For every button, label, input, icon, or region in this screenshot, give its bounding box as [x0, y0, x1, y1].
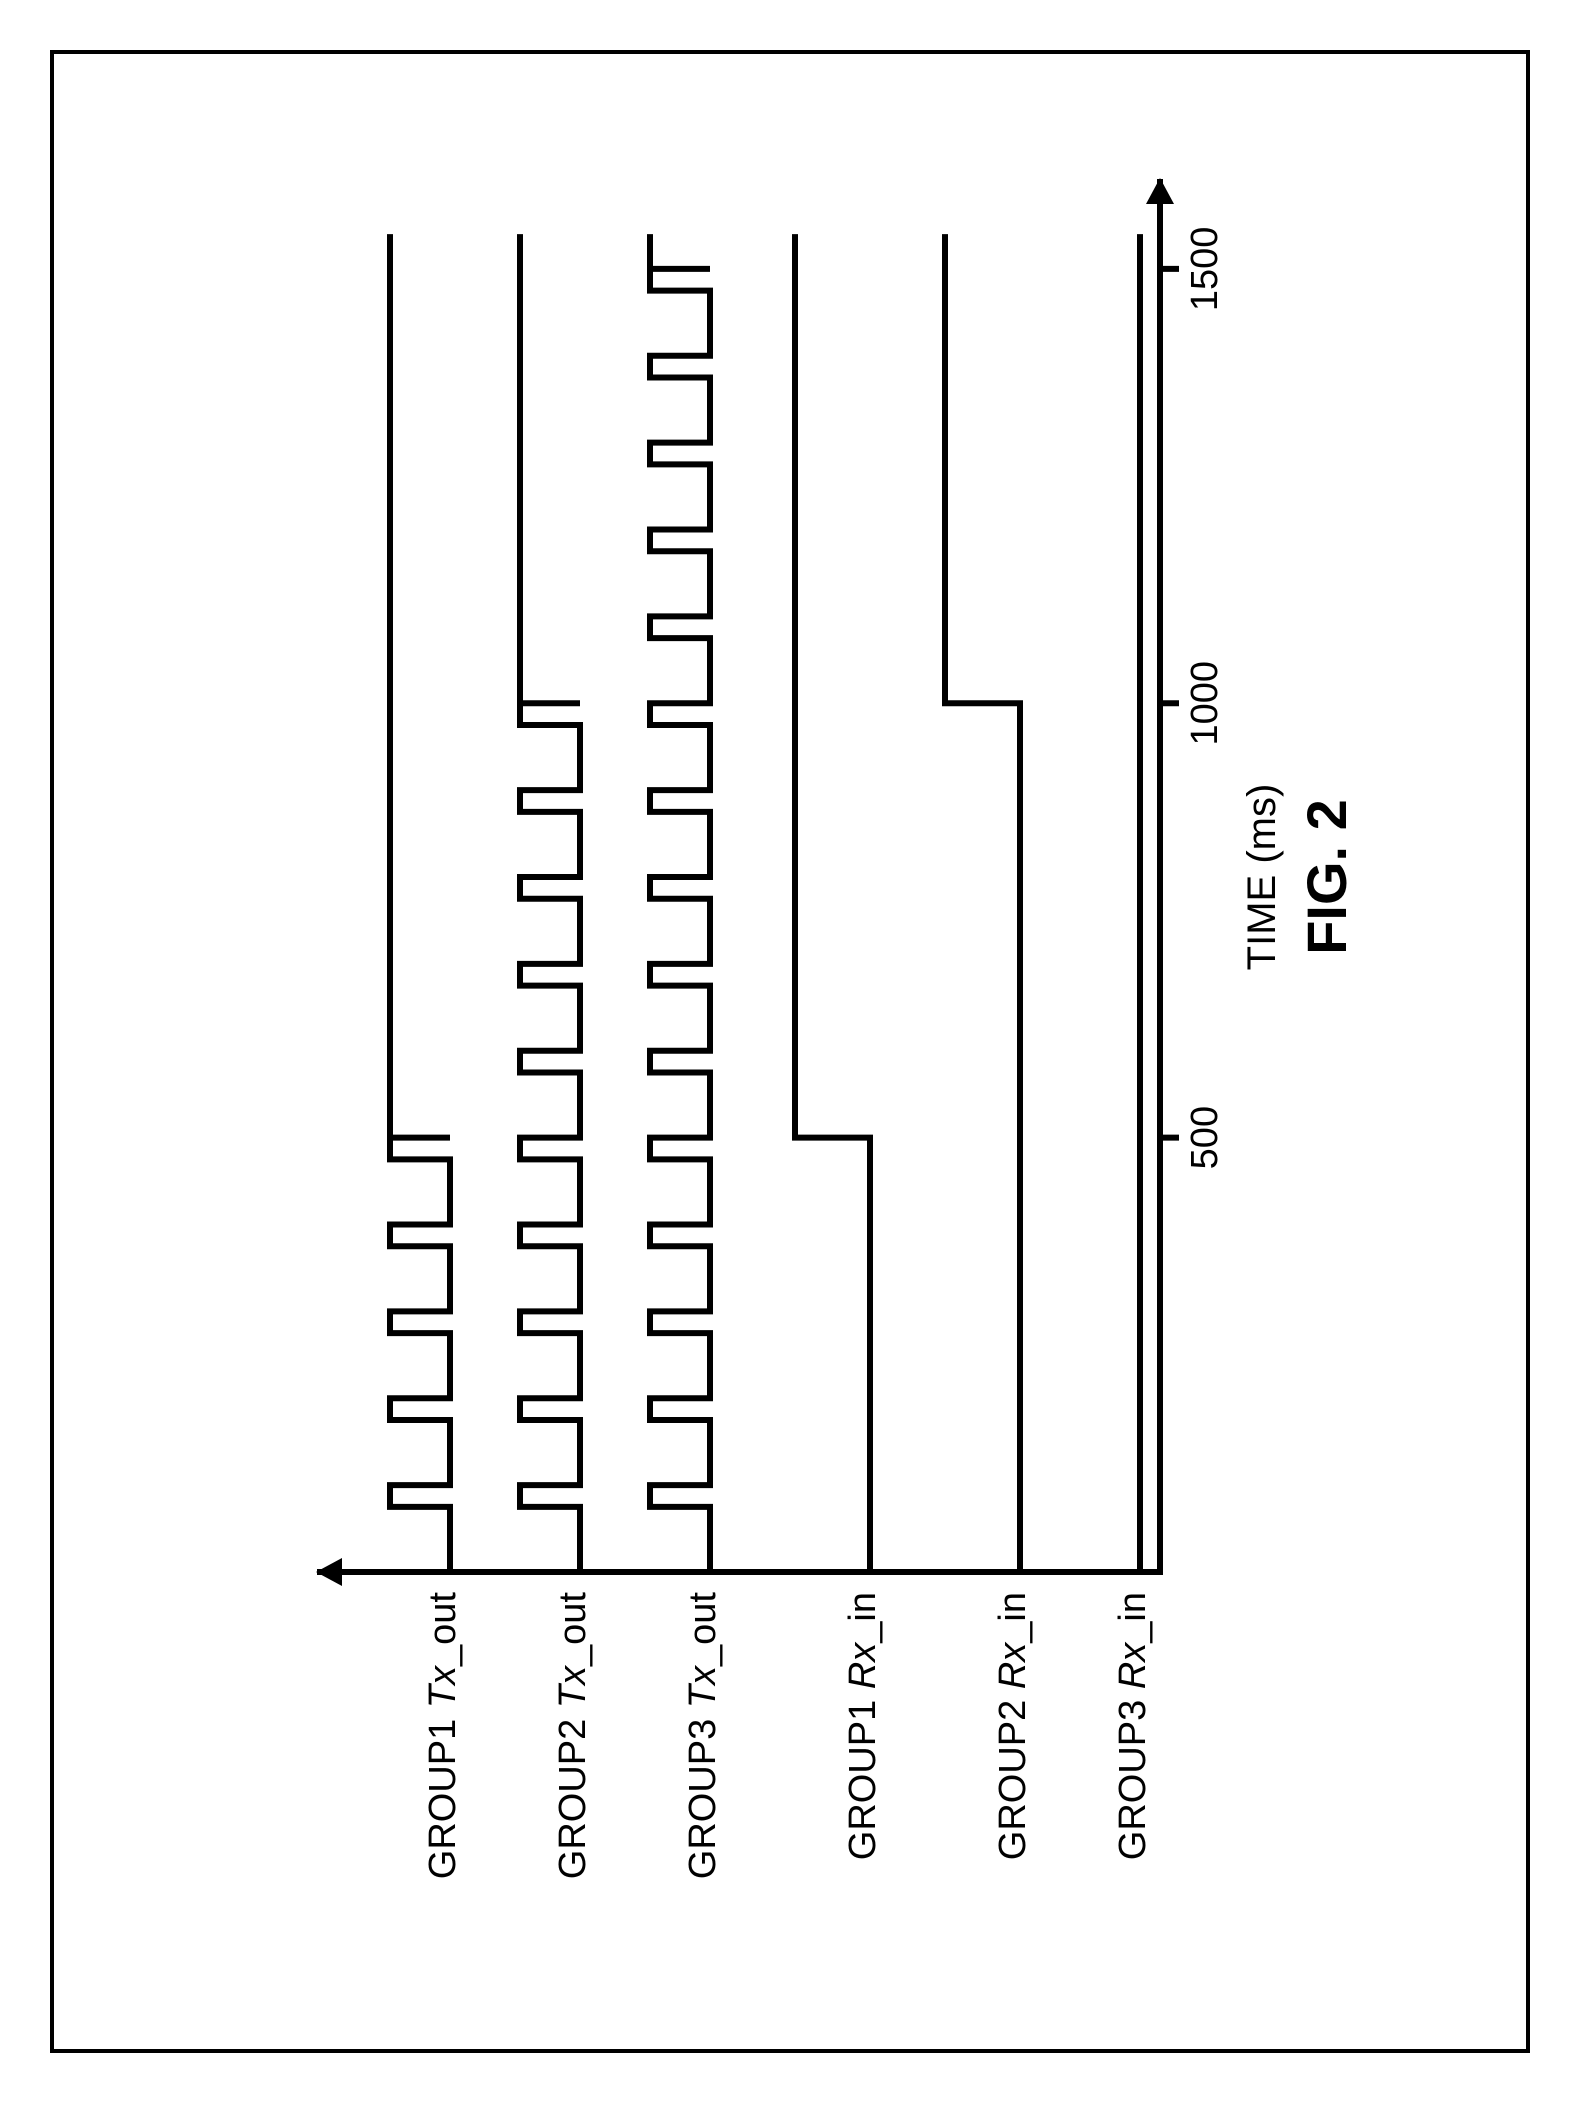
x-tick-label: 1000 [1184, 623, 1227, 783]
x-tick-label: 1500 [1184, 188, 1227, 348]
figure-caption: FIG. 2 [1294, 182, 1359, 2002]
x-axis-title: TIME (ms) [1240, 182, 1285, 2002]
x-tick-label: 500 [1184, 1057, 1227, 1217]
page-root: GROUP1 Tx_outGROUP2 Tx_outGROUP3 Tx_outG… [0, 0, 1580, 2103]
timing-chart: GROUP1 Tx_outGROUP2 Tx_outGROUP3 Tx_outG… [140, 102, 1440, 2002]
rotated-figure: GROUP1 Tx_outGROUP2 Tx_outGROUP3 Tx_outG… [140, 102, 1440, 2002]
